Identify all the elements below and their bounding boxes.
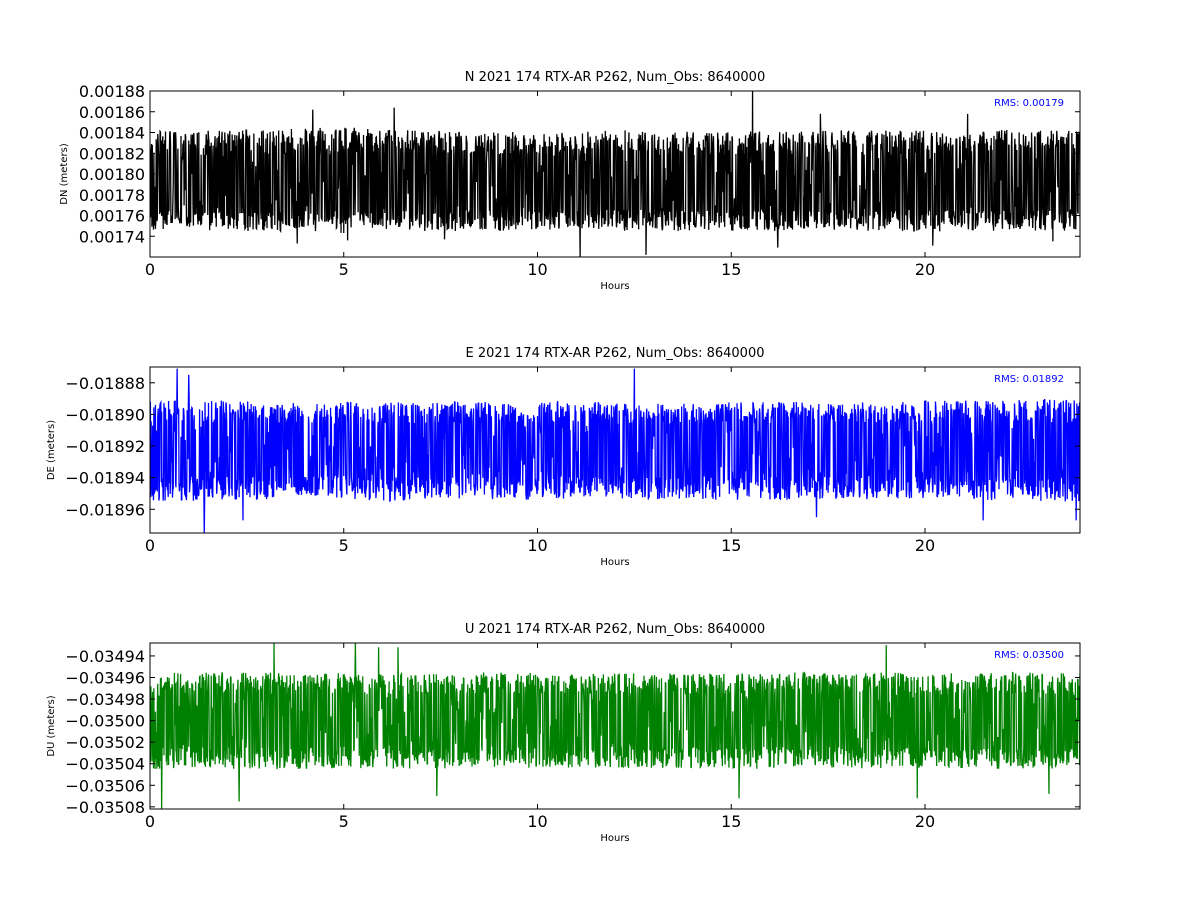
x-tick-label: 0	[145, 536, 155, 555]
x-tick-label: 0	[145, 812, 155, 831]
x-axis-label: Hours	[600, 833, 629, 844]
x-tick-label: 0	[145, 260, 155, 279]
x-axis-label: Hours	[600, 557, 629, 568]
y-axis-label: DN (meters)	[59, 143, 70, 205]
plot-frame	[149, 642, 1081, 810]
y-tick-label: 0.00186	[79, 103, 145, 122]
y-tick-label: 0.00176	[79, 207, 145, 226]
y-axis-label: DU (meters)	[46, 695, 57, 756]
x-tick-label: 10	[527, 260, 547, 279]
y-tick-label: −0.01892	[65, 437, 145, 456]
x-tick-label: 10	[527, 536, 547, 555]
x-tick-label: 15	[721, 260, 741, 279]
x-tick-label: 5	[339, 536, 349, 555]
series-line	[150, 643, 1080, 809]
y-tick-label: −0.03494	[65, 647, 145, 666]
x-tick-label: 5	[339, 260, 349, 279]
y-tick-label: 0.00188	[79, 82, 145, 101]
y-tick-label: −0.03504	[65, 755, 145, 774]
y-tick-label: 0.00178	[79, 186, 145, 205]
subplot-u: U 2021 174 RTX-AR P262, Num_Obs: 8640000…	[46, 622, 1081, 844]
y-tick-label: −0.03500	[65, 712, 145, 731]
x-tick-label: 20	[915, 260, 935, 279]
y-tick-label: −0.03498	[65, 690, 145, 709]
rms-annotation: RMS: 0.00179	[994, 98, 1064, 109]
y-tick-label: 0.00182	[79, 144, 145, 163]
y-tick-label: 0.00174	[79, 227, 145, 246]
y-tick-label: −0.01888	[65, 374, 145, 393]
chart-title: N 2021 174 RTX-AR P262, Num_Obs: 8640000	[465, 70, 765, 85]
series-line	[150, 368, 1080, 533]
y-tick-label: −0.03502	[65, 733, 145, 752]
y-axis-label: DE (meters)	[46, 420, 57, 480]
rms-annotation: RMS: 0.01892	[994, 374, 1064, 385]
series-line	[150, 91, 1080, 257]
y-tick-label: −0.03506	[65, 776, 145, 795]
x-tick-label: 15	[721, 536, 741, 555]
y-tick-label: 0.00184	[79, 124, 145, 143]
x-tick-label: 20	[915, 812, 935, 831]
y-tick-label: −0.01894	[65, 469, 145, 488]
plot-frame	[149, 366, 1081, 534]
x-tick-label: 20	[915, 536, 935, 555]
y-tick-label: −0.03496	[65, 668, 145, 687]
rms-annotation: RMS: 0.03500	[994, 650, 1064, 661]
y-tick-label: −0.03508	[65, 798, 145, 817]
y-tick-label: 0.00180	[79, 165, 145, 184]
chart-title: E 2021 174 RTX-AR P262, Num_Obs: 8640000	[466, 346, 765, 361]
x-axis-label: Hours	[600, 281, 629, 292]
chart-title: U 2021 174 RTX-AR P262, Num_Obs: 8640000	[465, 622, 765, 637]
subplot-n: N 2021 174 RTX-AR P262, Num_Obs: 8640000…	[59, 70, 1081, 292]
y-tick-label: −0.01896	[65, 500, 145, 519]
x-tick-label: 10	[527, 812, 547, 831]
y-tick-label: −0.01890	[65, 405, 145, 424]
x-tick-label: 15	[721, 812, 741, 831]
x-tick-label: 5	[339, 812, 349, 831]
subplot-e: E 2021 174 RTX-AR P262, Num_Obs: 8640000…	[46, 346, 1081, 568]
